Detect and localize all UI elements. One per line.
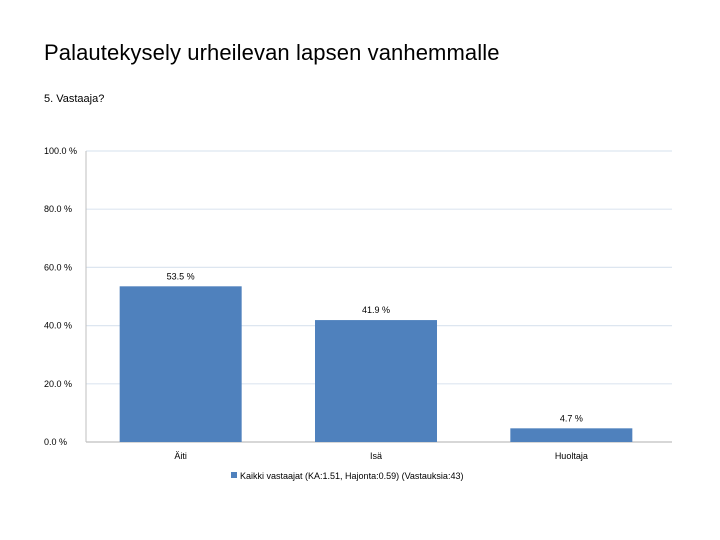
y-tick-label: 0.0 %	[44, 437, 67, 447]
bar-2	[510, 428, 633, 442]
chart-subtitle: 5. Vastaaja?	[44, 93, 105, 105]
x-tick-label: Äiti	[174, 451, 187, 461]
bar-1	[315, 320, 437, 442]
bar-0	[119, 286, 242, 442]
data-label: 4.7 %	[560, 413, 583, 423]
y-tick-label: 20.0 %	[44, 379, 72, 389]
legend-label: Kaikki vastaajat (KA:1.51, Hajonta:0.59)…	[240, 471, 463, 481]
x-tick-label: Huoltaja	[555, 451, 588, 461]
y-tick-label: 80.0 %	[44, 204, 72, 214]
data-label: 53.5 %	[167, 271, 195, 281]
x-tick-label: Isä	[370, 451, 382, 461]
y-tick-label: 40.0 %	[44, 321, 72, 331]
legend-swatch	[231, 472, 237, 478]
page-title: Palautekysely urheilevan lapsen vanhemma…	[44, 40, 500, 65]
y-tick-label: 60.0 %	[44, 262, 72, 272]
y-tick-label: 100.0 %	[44, 146, 77, 156]
data-label: 41.9 %	[362, 305, 390, 315]
